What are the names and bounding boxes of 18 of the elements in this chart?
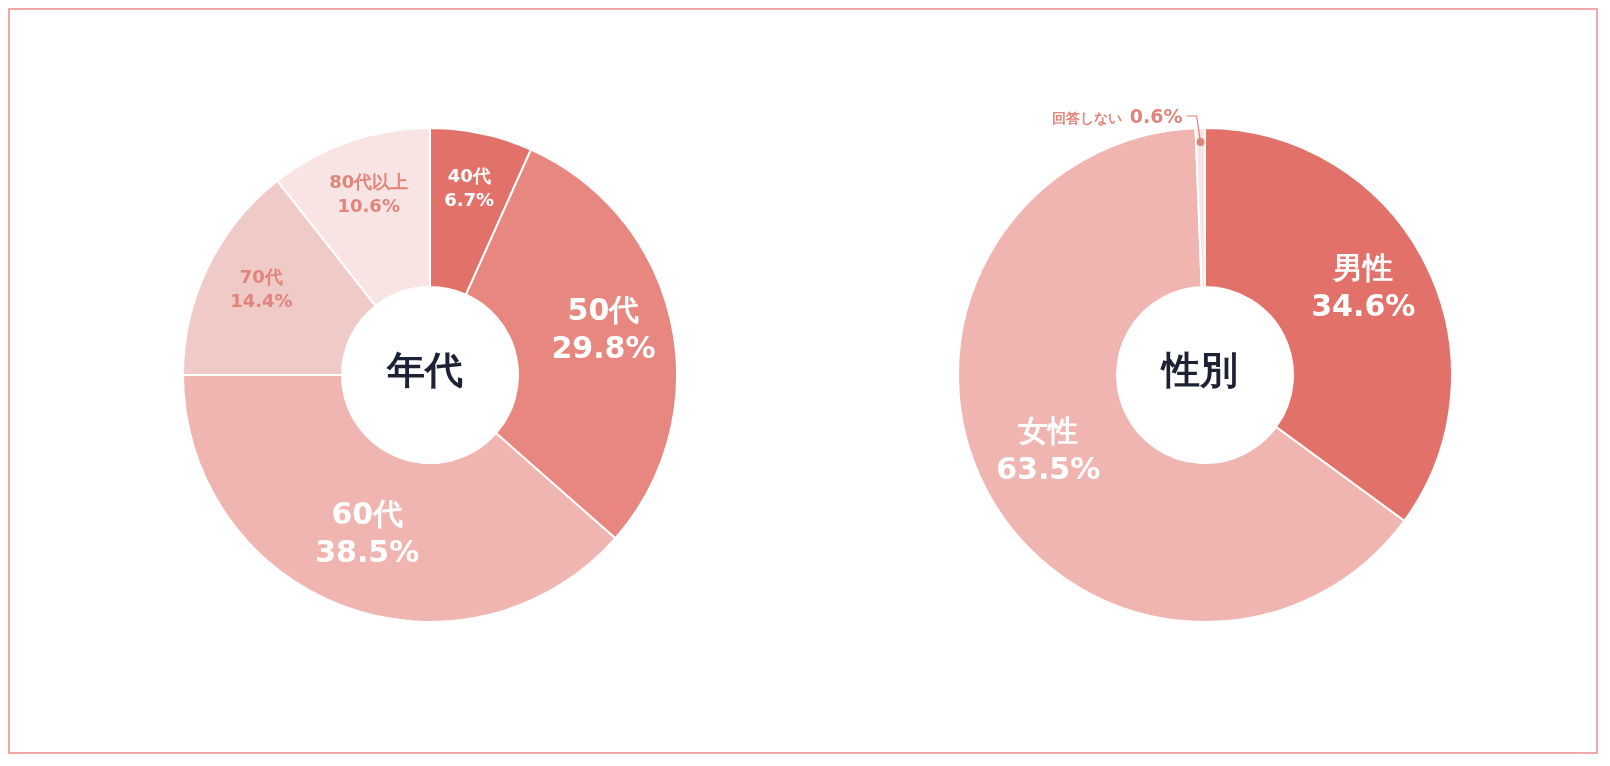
slice-label: 70代 xyxy=(239,266,283,288)
text: 性別 xyxy=(1160,348,1238,392)
slice-label: 50代 xyxy=(567,292,640,328)
data-label: 38.5% xyxy=(315,534,420,570)
data-label: 14.4% xyxy=(230,290,293,312)
data-label: 10.6% xyxy=(337,194,400,216)
data-label: 6.7% xyxy=(444,188,495,210)
data-label: 34.6% xyxy=(1311,287,1416,323)
slice-label: 女性 xyxy=(1017,413,1079,449)
slice-label: 80代以上 xyxy=(329,170,409,192)
slice-label: 40代 xyxy=(447,164,491,186)
slice-label: 男性 xyxy=(1332,249,1394,285)
data-label: 0.6% xyxy=(1129,105,1183,127)
data-label: 63.5% xyxy=(996,451,1101,487)
text: 年代 xyxy=(386,348,463,392)
data-label: 29.8% xyxy=(551,330,656,366)
slice-label: 60代 xyxy=(331,496,404,532)
slice-label: 回答しない xyxy=(1051,110,1122,126)
